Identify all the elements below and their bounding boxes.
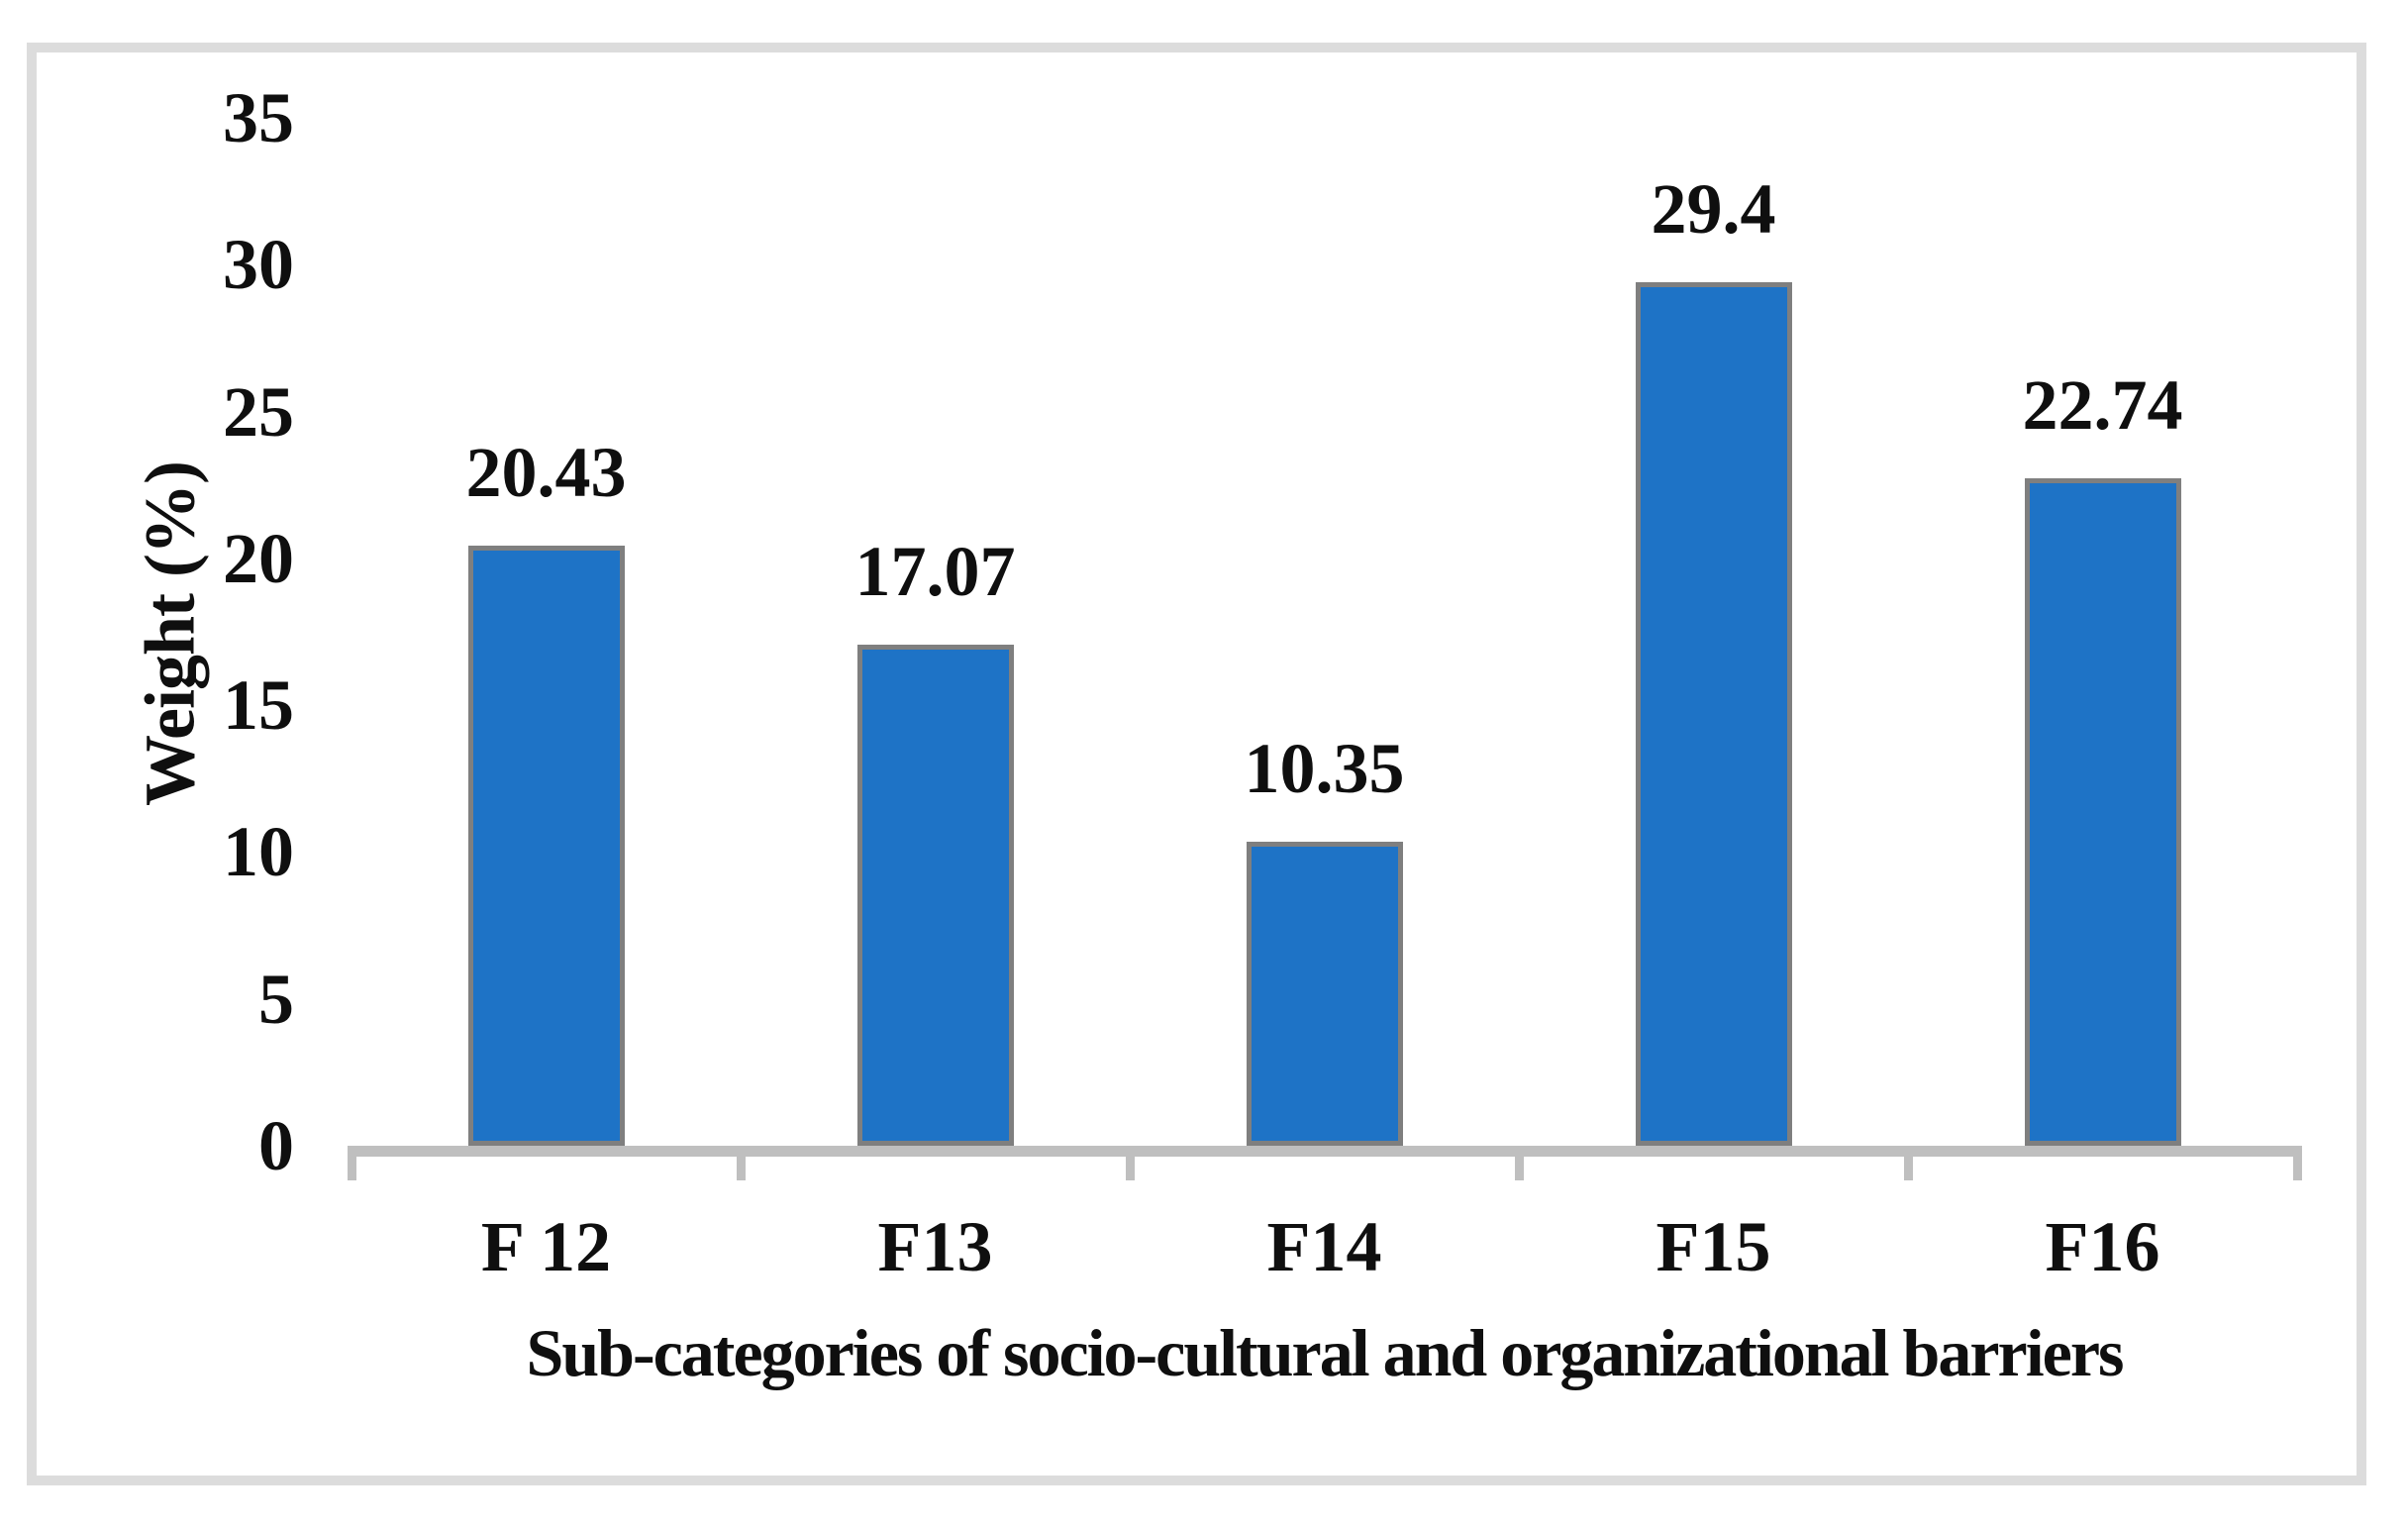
- x-axis-tick: [348, 1146, 356, 1180]
- x-axis-tick: [737, 1146, 746, 1180]
- x-category-label: F13: [877, 1207, 993, 1286]
- bar-slot: 17.07: [741, 0, 1130, 1146]
- y-tick-label: 15: [223, 665, 294, 746]
- x-category-label: F14: [1266, 1207, 1382, 1286]
- bar: [467, 546, 625, 1146]
- bar-slot: 10.35: [1130, 0, 1519, 1146]
- bar-value-label: 20.43: [465, 433, 627, 513]
- bar: [1246, 842, 1403, 1146]
- y-tick-label: 5: [258, 959, 294, 1039]
- y-tick-label: 10: [223, 812, 294, 892]
- x-axis-tick: [1515, 1146, 1524, 1180]
- bar-value-label: 10.35: [1244, 729, 1405, 809]
- bar: [856, 644, 1014, 1146]
- bar-value-label: 22.74: [2022, 364, 2183, 445]
- x-category-label: F15: [1656, 1207, 1771, 1286]
- bar-value-label: 29.4: [1651, 169, 1776, 250]
- bar-slot: 22.74: [1908, 0, 2297, 1146]
- bar: [2024, 477, 2181, 1146]
- x-axis-tick: [1904, 1146, 1913, 1180]
- x-axis-title: Sub-categories of socio-cultural and org…: [526, 1315, 2125, 1390]
- chart-frame: [27, 43, 2366, 1485]
- y-tick-label: 0: [258, 1106, 294, 1185]
- bar-value-label: 17.07: [854, 531, 1016, 611]
- y-tick-label: 25: [223, 371, 294, 452]
- x-axis-tick: [1126, 1146, 1135, 1180]
- y-tick-label: 30: [223, 225, 294, 305]
- y-tick-label: 35: [223, 78, 294, 157]
- x-category-label: F16: [2045, 1207, 2160, 1286]
- x-axis-tick: [2293, 1146, 2302, 1180]
- x-axis-line: [351, 1146, 2297, 1157]
- y-tick-label: 20: [223, 518, 294, 598]
- bar: [1635, 282, 1792, 1146]
- bar-slot: 29.4: [1519, 0, 1908, 1146]
- x-category-label: F 12: [480, 1207, 612, 1286]
- y-axis-title: Weight (%): [130, 461, 210, 806]
- bar-slot: 20.43: [351, 0, 741, 1146]
